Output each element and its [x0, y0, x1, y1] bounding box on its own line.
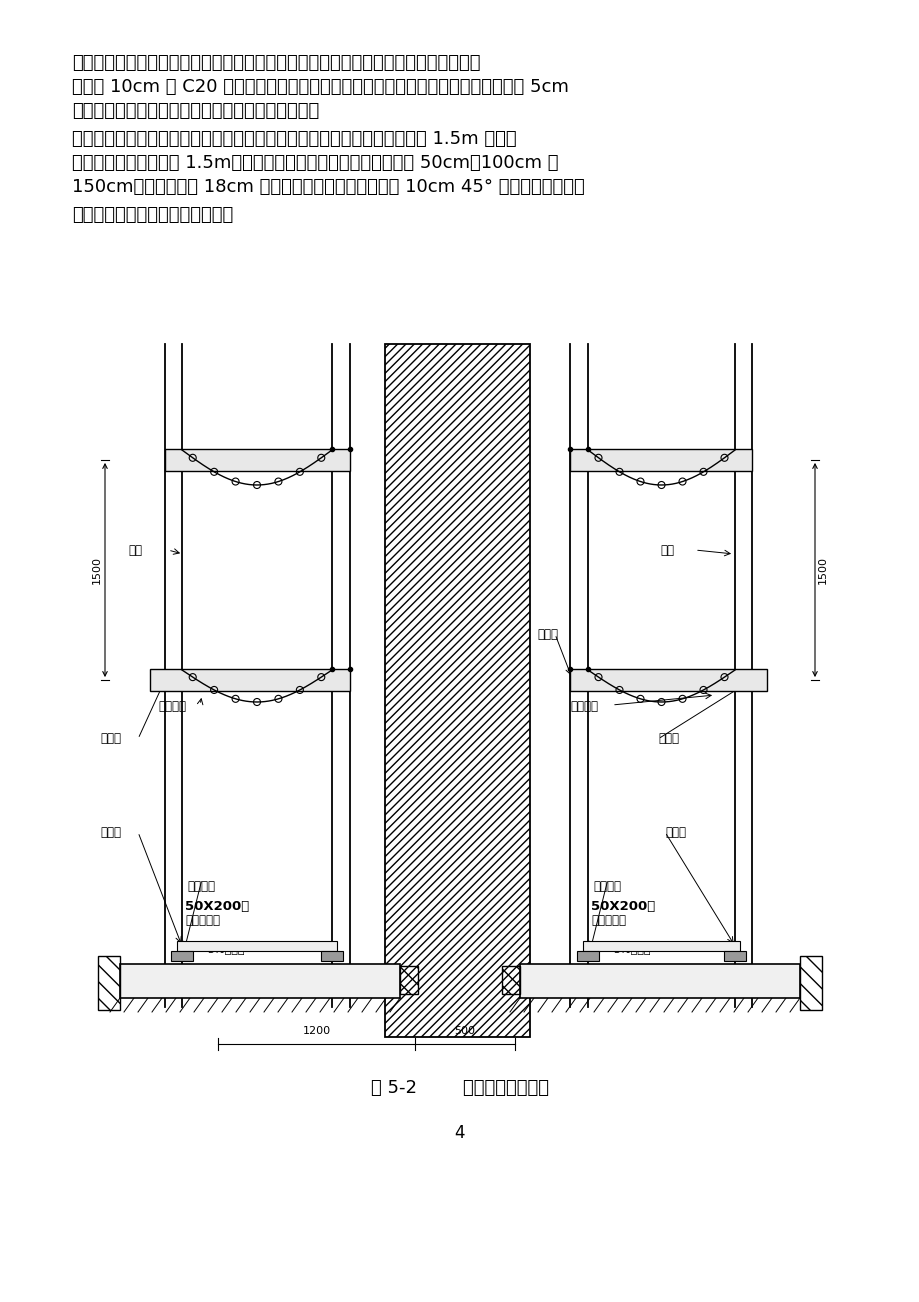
Text: 1200: 1200 — [302, 1026, 330, 1036]
Text: 50X200木: 50X200木 — [185, 900, 249, 913]
Text: 钉制底座: 钉制底座 — [187, 880, 215, 893]
Bar — [519, 963, 800, 999]
Text: 150cm，围栏底部设 18cm 高踢脚板，踢脚板外侧涂刷宽 10cm 45° 傈斜黄黑警示漆。: 150cm，围栏底部设 18cm 高踢脚板，踢脚板外侧涂刷宽 10cm 45° … — [72, 178, 584, 197]
Text: 1500: 1500 — [92, 556, 102, 585]
Bar — [98, 956, 119, 1010]
Bar — [165, 449, 349, 471]
Bar — [502, 966, 519, 993]
Bar — [570, 449, 751, 471]
Bar — [150, 669, 349, 691]
Text: 安全平网: 安全平网 — [570, 700, 597, 713]
Text: 素土夸实: 素土夸实 — [197, 984, 223, 993]
Text: 后采用 10cm 厅 C20 混凝土进行硬化处理，局部不能硬化部位脚手架立杆下铺衬一层 5cm: 后采用 10cm 厅 C20 混凝土进行硬化处理，局部不能硬化部位脚手架立杆下铺… — [72, 78, 568, 96]
Bar — [384, 344, 529, 1036]
Text: 厅的垫木。嵩柱脚手架须环柱进行搭设，互相拉接。: 厅的垫木。嵩柱脚手架须环柱进行搭设，互相拉接。 — [72, 102, 319, 120]
Text: 脚手架搭设简图如下图所示：: 脚手架搭设简图如下图所示： — [72, 206, 233, 224]
Text: 500: 500 — [454, 1026, 475, 1036]
Text: 素土夸实: 素土夸实 — [602, 984, 629, 993]
Text: 钉制底座: 钉制底座 — [593, 880, 620, 893]
Text: 脚手板通长: 脚手板通长 — [185, 914, 220, 927]
Text: 4: 4 — [454, 1124, 465, 1142]
Bar — [723, 950, 745, 961]
Text: 立杆: 立杆 — [659, 543, 674, 556]
Bar — [171, 950, 193, 961]
Text: 安全平网: 安全平网 — [158, 700, 186, 713]
Bar — [576, 950, 598, 961]
Text: 50X200木: 50X200木 — [590, 900, 654, 913]
Text: 大横杆: 大横杆 — [100, 733, 121, 746]
Text: 1500: 1500 — [817, 556, 827, 585]
Text: 小横杆: 小横杆 — [664, 825, 686, 838]
Text: 立杆: 立杆 — [128, 543, 142, 556]
Bar — [119, 963, 400, 999]
Bar — [176, 941, 336, 950]
Bar — [583, 941, 739, 950]
Text: 脚手架搭设前，要将施工范围内地面整平夸实，与土质地面接触的部位，要在夸实: 脚手架搭设前，要将施工范围内地面整平夸实，与土质地面接触的部位，要在夸实 — [72, 53, 480, 72]
Bar — [321, 950, 343, 961]
Text: 图 5-2        脚手架搭设剖面图: 图 5-2 脚手架搭设剖面图 — [370, 1079, 549, 1098]
Text: 5%排水坡: 5%排水坡 — [612, 944, 650, 954]
Bar — [570, 669, 766, 691]
Text: 5%排水坡: 5%排水坡 — [207, 944, 244, 954]
Bar — [400, 966, 417, 993]
Text: 在脚手架顶部工作小横杆上满铺竹笆作为工作平台，工作平台周边设高 1.5m 钉管围: 在脚手架顶部工作小横杆上满铺竹笆作为工作平台，工作平台周边设高 1.5m 钉管围 — [72, 130, 516, 148]
Text: 小横杆: 小横杆 — [100, 825, 121, 838]
Text: 大横杆: 大横杆 — [657, 733, 678, 746]
Text: 连接件: 连接件 — [537, 628, 558, 641]
Text: 栏，钉管围栏立杆间距 1.5m，水平向设三道横杆，分布高度分别为 50cm、100cm 和: 栏，钉管围栏立杆间距 1.5m，水平向设三道横杆，分布高度分别为 50cm、10… — [72, 154, 558, 172]
Bar — [800, 956, 821, 1010]
Text: 脚手板通长: 脚手板通长 — [590, 914, 625, 927]
